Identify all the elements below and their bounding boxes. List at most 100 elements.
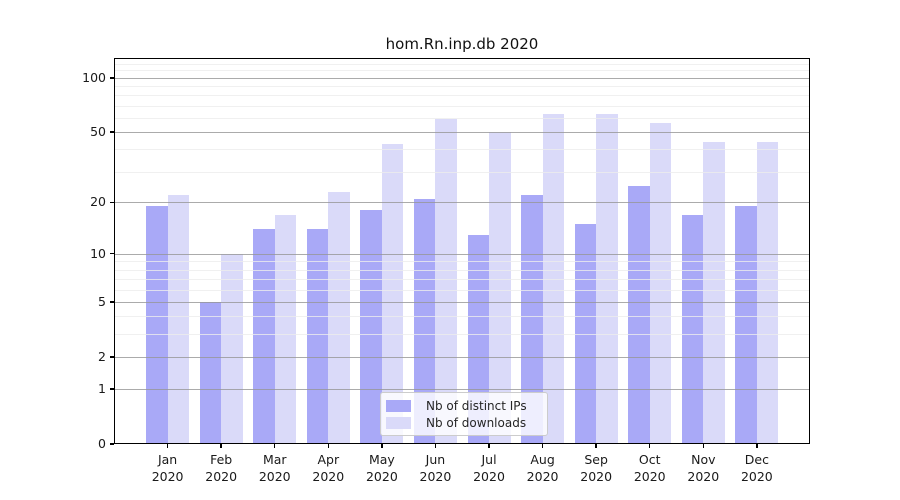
x-tick-month: Feb [210, 452, 233, 467]
major-gridline-50 [114, 132, 810, 133]
x-tick-label-nov: Nov 2020 [671, 451, 735, 485]
bar-nb-of-downloads-may [381, 143, 404, 444]
x-tick-year: 2020 [419, 469, 452, 484]
bar-nb-of-distinct-ips-oct [628, 185, 650, 444]
x-tick-mark-dec [756, 444, 758, 448]
y-tick-label-50: 50 [90, 124, 106, 140]
y-tick-label-2: 2 [98, 348, 106, 364]
plot-area: Nb of distinct IPs Nb of downloads [114, 58, 810, 444]
legend-label-downloads: Nb of downloads [426, 415, 527, 430]
bar-nb-of-downloads-mar [274, 214, 297, 444]
bar-nb-of-distinct-ips-mar [253, 229, 275, 444]
x-tick-year: 2020 [365, 469, 398, 484]
x-tick-label-dec: Dec 2020 [725, 451, 789, 485]
bar-nb-of-distinct-ips-sep [574, 224, 597, 444]
bar-nb-of-downloads-jan [167, 195, 190, 444]
bar-nb-of-distinct-ips-apr [306, 229, 329, 444]
bar-nb-of-distinct-ips-aug [521, 195, 543, 444]
y-tick-label-10: 10 [90, 245, 106, 261]
x-tick-label-mar: Mar 2020 [243, 451, 307, 485]
x-tick-label-apr: Apr 2020 [296, 451, 360, 485]
minor-gridline-60 [114, 117, 810, 119]
legend-item-downloads: Nb of downloads [381, 415, 547, 432]
y-tick-mark-1 [110, 388, 114, 390]
bar-nb-of-downloads-jun [435, 119, 457, 444]
x-tick-mark-sep [595, 444, 597, 448]
legend-swatch-distinct-ips [386, 400, 411, 413]
y-tick-mark-100 [110, 77, 114, 79]
bar-nb-of-downloads-nov [703, 142, 725, 444]
x-tick-year: 2020 [473, 469, 505, 484]
bar-nb-of-downloads-apr [328, 191, 350, 444]
bar-nb-of-downloads-feb [221, 253, 243, 444]
x-tick-label-oct: Oct 2020 [618, 451, 682, 485]
x-tick-month: Sep [584, 452, 608, 467]
y-tick-mark-5 [110, 301, 114, 303]
minor-gridline-120 [114, 63, 810, 65]
x-tick-month: Mar [262, 452, 287, 467]
x-tick-month: Jul [481, 452, 497, 467]
x-tick-label-may: May 2020 [350, 451, 414, 485]
legend-item-distinct-ips: Nb of distinct IPs [381, 398, 547, 415]
x-tick-label-jun: Jun 2020 [403, 451, 467, 485]
x-tick-mark-oct [648, 444, 651, 448]
y-tick-mark-10 [110, 252, 114, 255]
y-tick-label-1: 1 [98, 381, 106, 396]
x-tick-year: 2020 [687, 469, 720, 484]
x-tick-label-feb: Feb 2020 [189, 451, 253, 485]
x-tick-month: Jun [425, 452, 446, 467]
x-tick-month: Apr [317, 452, 340, 467]
minor-gridline-80 [114, 95, 810, 97]
x-tick-month: May [368, 452, 395, 467]
x-tick-mark-feb [220, 444, 222, 448]
x-tick-label-jul: Jul 2020 [457, 451, 521, 485]
y-tick-label-20: 20 [90, 194, 106, 210]
x-tick-label-jan: Jan 2020 [136, 451, 200, 485]
y-tick-mark-0 [110, 443, 114, 445]
y-tick-label-100: 100 [82, 69, 106, 85]
bar-nb-of-distinct-ips-may [360, 210, 382, 444]
y-tick-label-5: 5 [98, 293, 106, 309]
bar-nb-of-downloads-jul [489, 132, 511, 444]
minor-gridline-110 [114, 70, 810, 72]
x-tick-mark-jan [166, 444, 169, 448]
major-gridline-100 [114, 77, 810, 79]
bar-nb-of-distinct-ips-dec [735, 206, 757, 444]
x-tick-month: Aug [530, 452, 555, 467]
y-tick-mark-2 [110, 356, 114, 358]
x-tick-year: 2020 [151, 469, 184, 484]
x-tick-year: 2020 [205, 469, 238, 484]
x-tick-month: Nov [691, 452, 716, 467]
bar-nb-of-downloads-sep [596, 114, 618, 444]
x-tick-mark-apr [327, 444, 330, 448]
legend-swatch-downloads [386, 416, 411, 429]
minor-gridline-70 [114, 105, 810, 107]
x-tick-year: 2020 [740, 469, 773, 484]
bar-nb-of-distinct-ips-jun [413, 198, 436, 444]
y-tick-mark-20 [110, 201, 114, 204]
x-tick-month: Oct [638, 452, 661, 467]
x-tick-label-aug: Aug 2020 [511, 451, 575, 485]
x-tick-year: 2020 [580, 469, 613, 484]
bar-nb-of-distinct-ips-jul [467, 234, 490, 444]
y-tick-label-0: 0 [98, 436, 106, 451]
x-tick-month: Dec [744, 452, 769, 467]
chart-title: hom.Rn.inp.db 2020 [385, 35, 539, 53]
x-tick-year: 2020 [526, 469, 559, 484]
legend: Nb of distinct IPs Nb of downloads [380, 392, 548, 436]
bar-nb-of-downloads-oct [649, 123, 672, 444]
x-tick-mark-jun [434, 444, 437, 448]
bar-nb-of-downloads-dec [756, 142, 779, 444]
bar-nb-of-distinct-ips-jan [146, 206, 168, 444]
legend-label-distinct-ips: Nb of distinct IPs [426, 399, 527, 414]
x-tick-mark-mar [273, 444, 276, 448]
x-tick-mark-aug [541, 444, 544, 448]
x-tick-year: 2020 [633, 469, 666, 484]
x-tick-label-sep: Sep 2020 [564, 451, 628, 485]
x-tick-mark-may [381, 444, 383, 448]
x-tick-mark-nov [702, 444, 705, 448]
y-tick-mark-50 [110, 131, 114, 133]
x-tick-mark-jul [488, 444, 490, 448]
x-tick-year: 2020 [312, 469, 345, 484]
